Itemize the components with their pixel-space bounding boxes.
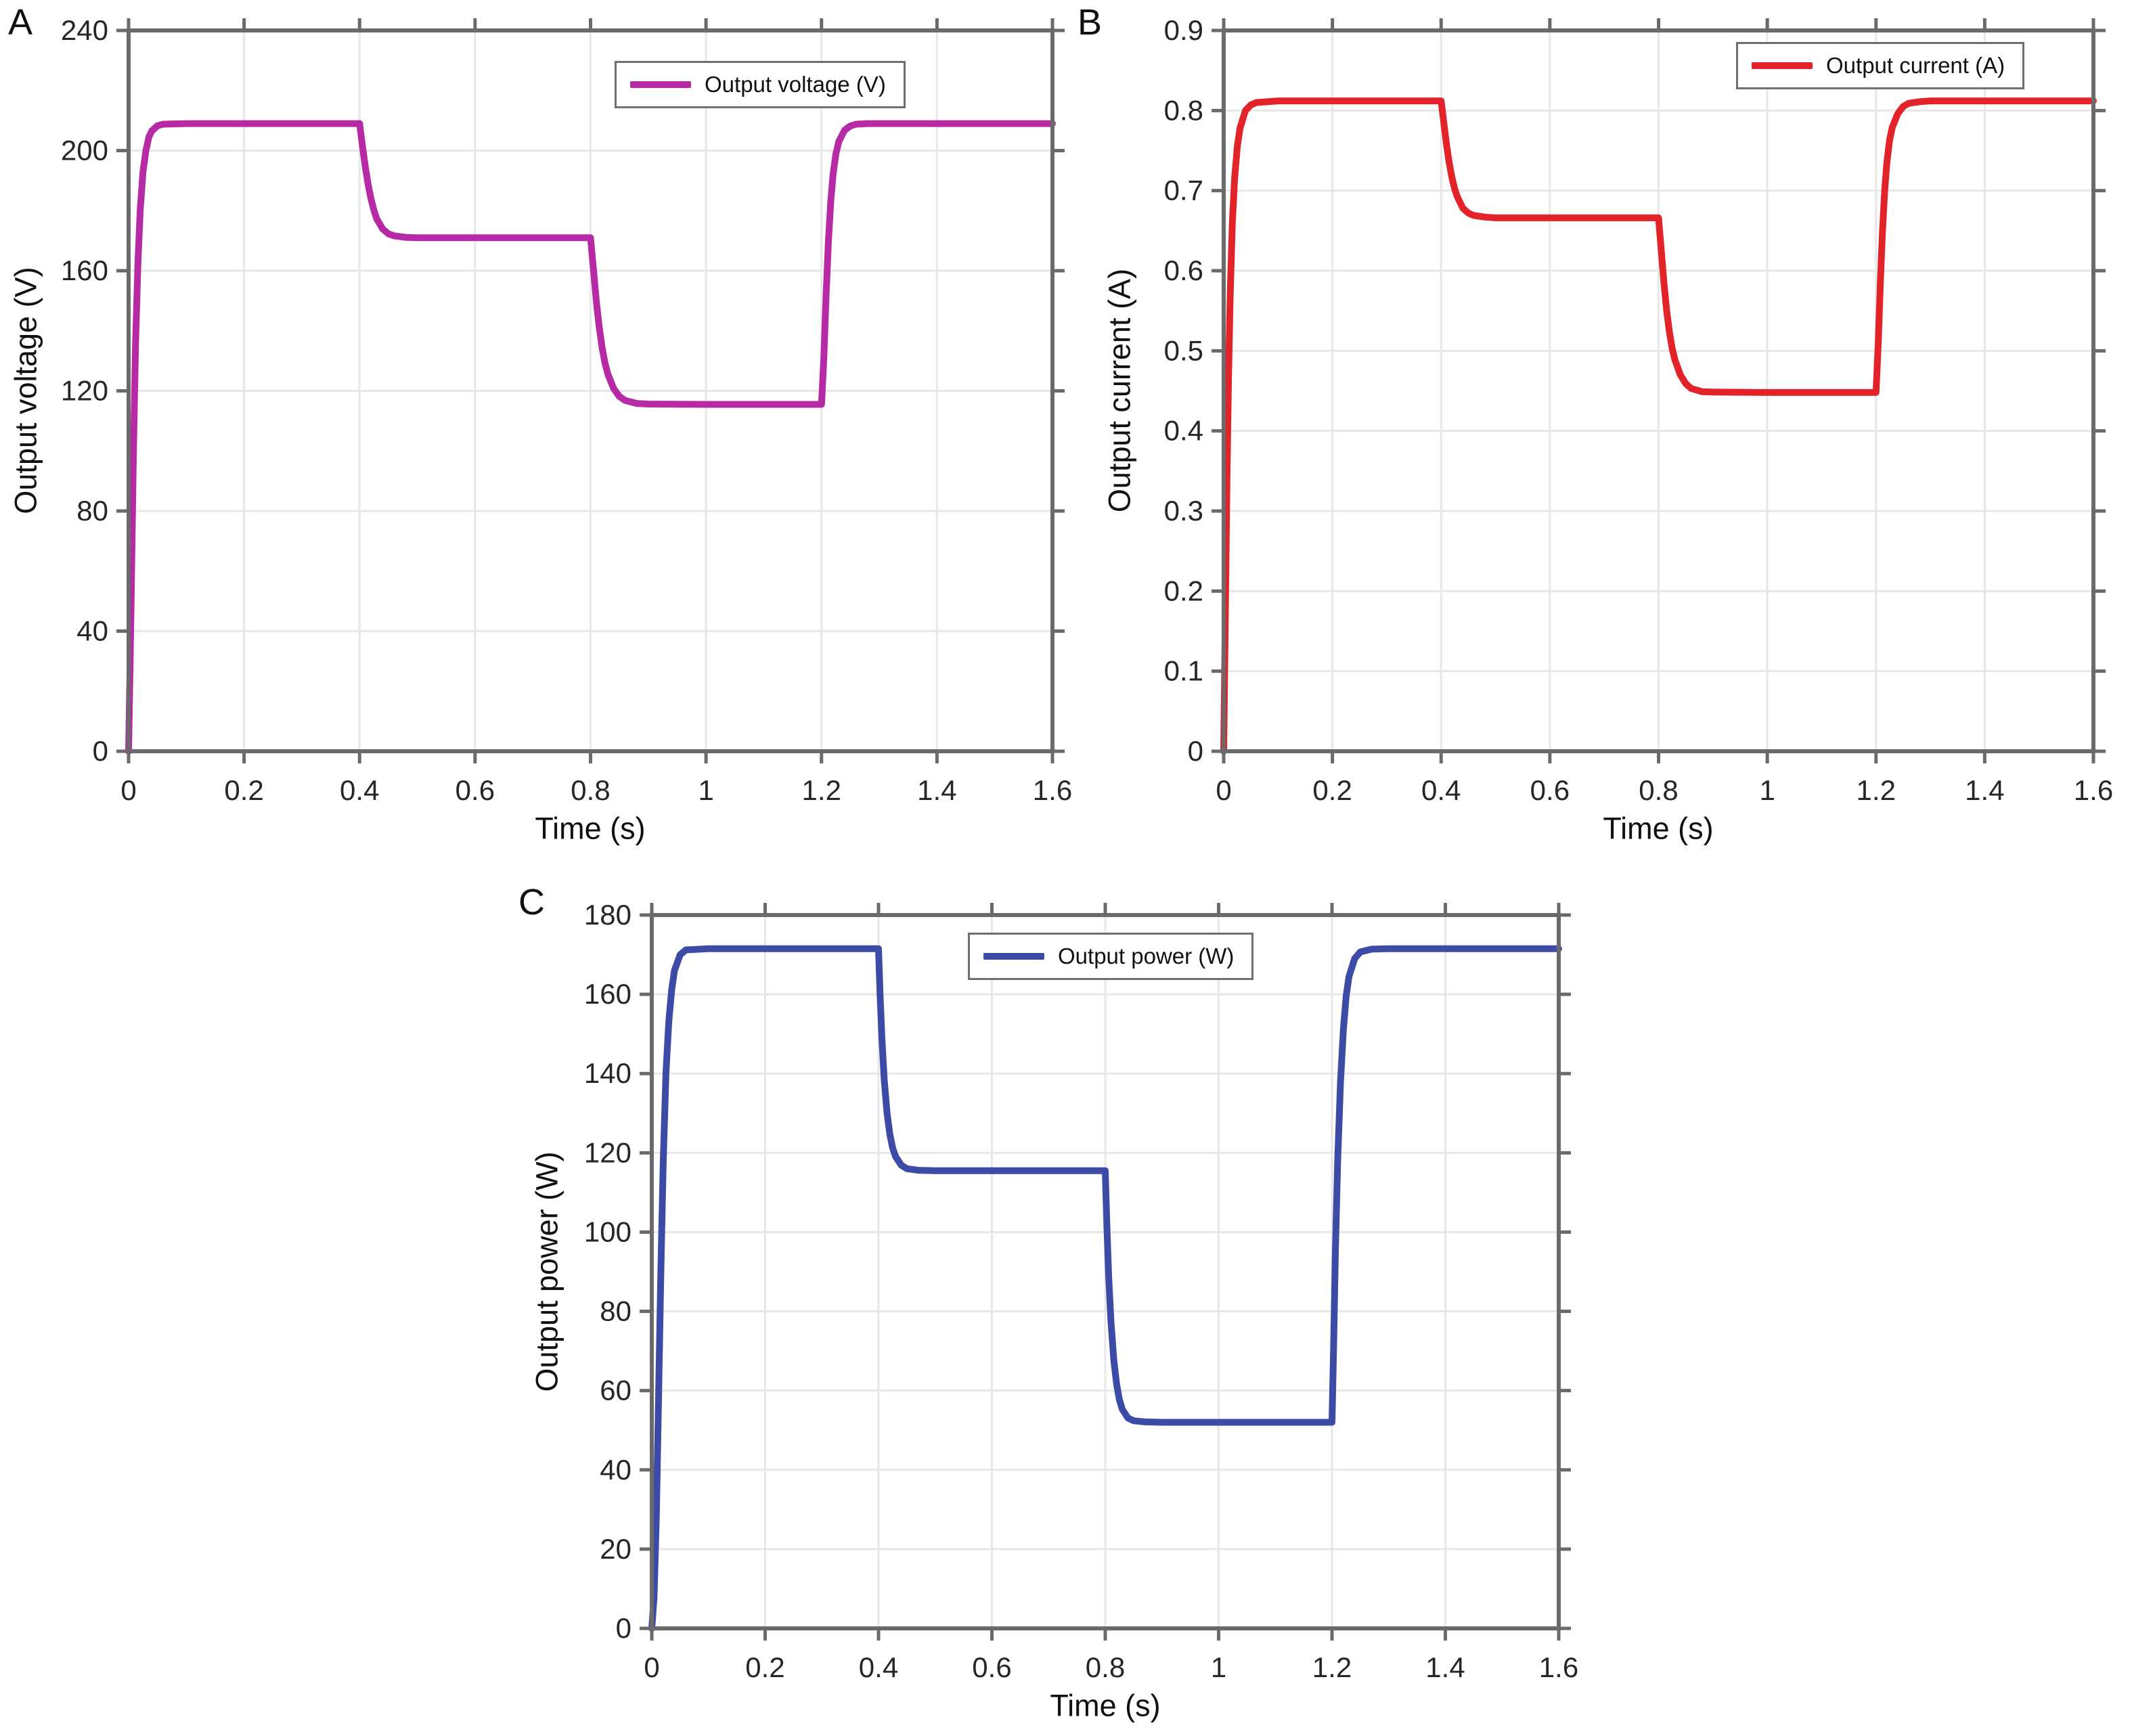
voltage-x-tick-label: 1: [698, 774, 713, 806]
current-x-tick-label: 1.4: [1965, 774, 2004, 806]
power-y-axis-title: Output power (W): [529, 1151, 564, 1392]
voltage-x-tick-label: 0.2: [224, 774, 263, 806]
current-x-tick-label: 1.2: [1857, 774, 1896, 806]
panel-letter-a: A: [8, 2, 33, 43]
power-y-tick-label: 160: [584, 978, 631, 1010]
current-y-tick-label: 0.1: [1164, 655, 1203, 687]
current-y-tick-label: 0.5: [1164, 334, 1203, 366]
current-y-tick-label: 0: [1188, 735, 1203, 767]
voltage-y-tick-label: 200: [61, 135, 108, 166]
current-legend: Output current (A): [1736, 42, 2025, 89]
current-y-tick-label: 0.8: [1164, 94, 1203, 126]
power-y-tick-label: 0: [616, 1612, 631, 1644]
power-series-line: [648, 945, 1562, 1632]
current-x-tick-label: 1.6: [2074, 774, 2113, 806]
current-x-axis-title: Time (s): [1603, 811, 1714, 846]
current-x-tick-label: 0.8: [1639, 774, 1678, 806]
voltage-y-tick-label: 160: [61, 254, 108, 286]
voltage-x-tick-label: 0.8: [571, 774, 610, 806]
voltage-y-tick-label: 40: [76, 615, 108, 647]
voltage-x-tick-label: 1.6: [1033, 774, 1072, 806]
power-x-tick-label: 1.6: [1539, 1651, 1578, 1683]
current-y-tick-label: 0.7: [1164, 175, 1203, 206]
current-legend-label: Output current (A): [1826, 53, 2005, 78]
power-legend-label: Output power (W): [1058, 943, 1235, 969]
power-y-tick-label: 100: [584, 1216, 631, 1247]
voltage-y-tick-label: 240: [61, 14, 108, 46]
current-x-tick-label: 1: [1759, 774, 1775, 806]
power-y-tick-label: 40: [600, 1454, 631, 1486]
panel-letter-b: B: [1078, 2, 1103, 43]
power-y-tick-label: 180: [584, 899, 631, 931]
voltage-series-line: [125, 120, 1056, 755]
power-y-tick-label: 120: [584, 1136, 631, 1168]
current-y-tick-label: 0.6: [1164, 254, 1203, 286]
voltage-y-tick-label: 120: [61, 375, 108, 407]
power-x-tick-label: 1.4: [1425, 1651, 1465, 1683]
power-y-tick-label: 60: [600, 1375, 631, 1406]
voltage-legend: Output voltage (V): [615, 61, 906, 108]
voltage-x-tick-label: 0: [120, 774, 136, 806]
voltage-legend-label: Output voltage (V): [705, 72, 886, 97]
current-x-tick-label: 0: [1216, 774, 1231, 806]
current-y-axis-title: Output current (A): [1102, 268, 1137, 513]
power-y-tick-label: 140: [584, 1057, 631, 1089]
voltage-x-tick-label: 1.4: [917, 774, 956, 806]
panel-letter-c: C: [518, 882, 545, 922]
power-x-tick-label: 0: [644, 1651, 659, 1683]
power-x-tick-label: 0.8: [1086, 1651, 1125, 1683]
current-series-line: [1220, 97, 2097, 755]
power-legend: Output power (W): [968, 933, 1254, 980]
voltage-legend-line-swatch: [630, 81, 691, 88]
power-x-tick-label: 1: [1211, 1651, 1226, 1683]
voltage-y-tick-label: 80: [76, 495, 108, 527]
voltage-x-axis-title: Time (s): [535, 811, 646, 846]
voltage-x-tick-label: 1.2: [802, 774, 841, 806]
current-y-tick-label: 0.2: [1164, 575, 1203, 606]
voltage-x-tick-label: 0.6: [456, 774, 495, 806]
current-y-tick-label: 0.9: [1164, 14, 1203, 46]
power-x-tick-label: 0.6: [972, 1651, 1011, 1683]
power-legend-line-swatch: [983, 952, 1044, 960]
current-x-tick-label: 0.4: [1421, 774, 1461, 806]
current-y-tick-label: 0.3: [1164, 495, 1203, 527]
current-x-tick-label: 0.6: [1530, 774, 1570, 806]
current-y-tick-label: 0.4: [1164, 415, 1203, 447]
current-legend-line-swatch: [1752, 62, 1813, 69]
current-x-tick-label: 0.2: [1312, 774, 1352, 806]
voltage-x-tick-label: 0.4: [340, 774, 379, 806]
power-x-tick-label: 0.2: [745, 1651, 784, 1683]
power-x-axis-title: Time (s): [1050, 1688, 1161, 1723]
power-y-tick-label: 20: [600, 1533, 631, 1565]
power-x-tick-label: 0.4: [859, 1651, 898, 1683]
power-x-tick-label: 1.2: [1312, 1651, 1352, 1683]
voltage-y-axis-title: Output voltage (V): [8, 267, 43, 514]
power-y-tick-label: 80: [600, 1295, 631, 1327]
voltage-y-tick-label: 0: [93, 735, 108, 767]
